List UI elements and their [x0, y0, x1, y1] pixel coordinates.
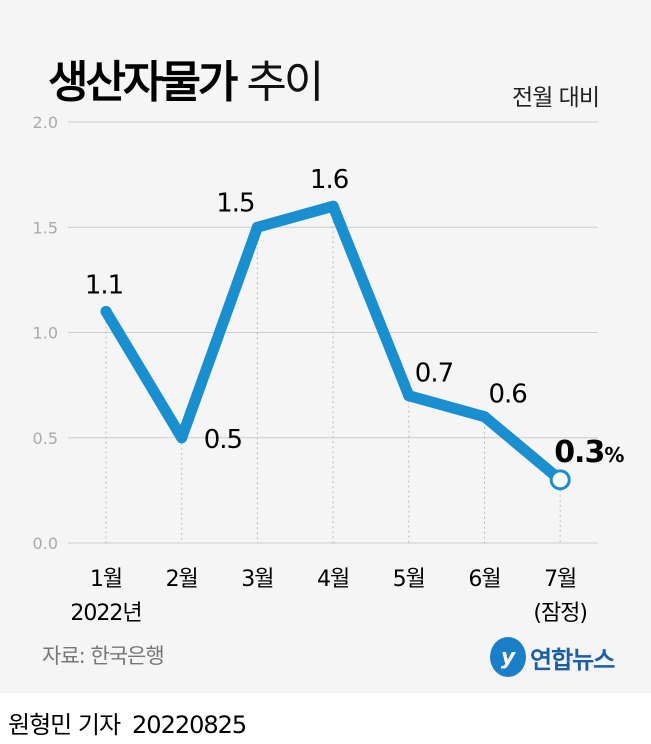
- x-sublabel: (잠정): [533, 601, 587, 626]
- data-point: [403, 390, 415, 402]
- infographic-panel: [0, 0, 651, 693]
- y-tick-label: 1.0: [33, 324, 58, 343]
- data-point: [251, 221, 263, 233]
- data-point: [479, 411, 490, 423]
- data-point: [176, 432, 188, 444]
- data-label: 0.6: [489, 380, 527, 410]
- y-tick-label: 2.0: [33, 113, 58, 132]
- percent-suffix: %: [604, 443, 624, 467]
- data-label: 0.7: [415, 359, 453, 389]
- x-tick-label: 5월: [393, 567, 425, 592]
- data-point: [549, 469, 571, 491]
- data-point: [100, 305, 112, 317]
- x-tick-label: 6월: [468, 567, 500, 592]
- line-chart: 0.0 0.5 1.0 1.5 2.0 1.1 1월 2022년 0.5 2월 1.5 3월 1.6 4월…: [33, 113, 626, 626]
- date: 20220825: [132, 711, 247, 739]
- data-label: 1.6: [310, 165, 348, 195]
- title-light: 추이: [246, 57, 324, 108]
- logo-text: 연합뉴스: [530, 645, 615, 674]
- data-label: 1.1: [85, 270, 123, 300]
- data-label: 0.5: [204, 425, 242, 455]
- data-point: [327, 200, 339, 212]
- title-bold: 생산자물가: [48, 57, 238, 108]
- source-note: 자료: 한국은행: [42, 644, 165, 668]
- unit-label: 전월 대비: [512, 85, 600, 111]
- y-tick-label: 1.5: [33, 218, 58, 237]
- data-label-last: 0.3%: [554, 435, 624, 470]
- yonhap-logo: y 연합뉴스: [490, 637, 615, 677]
- y-tick-label: 0.0: [33, 534, 58, 553]
- x-tick-label: 1월: [90, 567, 122, 592]
- reporter: 원형민 기자: [8, 711, 121, 739]
- data-label: 1.5: [216, 188, 254, 218]
- x-tick-label: 3월: [241, 567, 273, 592]
- x-tick-label: 2월: [166, 567, 198, 592]
- chart-title: 생산자물가 추이: [48, 46, 324, 110]
- x-tick-label: 7월: [544, 567, 576, 592]
- logo-icon: y: [490, 637, 526, 677]
- x-tick-label: 4월: [317, 567, 349, 592]
- x-sublabel: 2022년: [70, 601, 141, 626]
- credit-line: 원형민 기자 20220825: [8, 705, 247, 740]
- y-tick-label: 0.5: [33, 429, 58, 448]
- data-label: 0.3: [554, 435, 604, 470]
